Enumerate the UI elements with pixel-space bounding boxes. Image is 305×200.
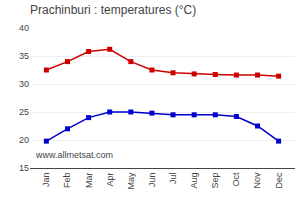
svg-text:Jun: Jun <box>147 173 157 188</box>
svg-text:Nov: Nov <box>252 172 262 189</box>
svg-text:Dec: Dec <box>274 172 284 189</box>
svg-text:www.allmetsat.com: www.allmetsat.com <box>35 150 113 160</box>
svg-text:20: 20 <box>19 135 29 145</box>
svg-text:Sep: Sep <box>210 173 220 189</box>
svg-text:Apr: Apr <box>105 173 115 187</box>
svg-text:30: 30 <box>19 79 29 89</box>
svg-text:Jan: Jan <box>41 173 51 188</box>
svg-text:40: 40 <box>19 23 29 33</box>
svg-text:May: May <box>126 172 136 190</box>
svg-text:25: 25 <box>19 107 29 117</box>
svg-text:Oct: Oct <box>231 172 241 187</box>
svg-text:Jul: Jul <box>168 173 178 185</box>
svg-text:35: 35 <box>19 51 29 61</box>
svg-text:15: 15 <box>19 163 29 173</box>
svg-text:Prachinburi : temperatures (°C: Prachinburi : temperatures (°C) <box>30 3 196 17</box>
svg-text:Aug: Aug <box>189 173 199 189</box>
svg-text:Mar: Mar <box>84 173 94 189</box>
svg-text:Feb: Feb <box>62 173 72 189</box>
